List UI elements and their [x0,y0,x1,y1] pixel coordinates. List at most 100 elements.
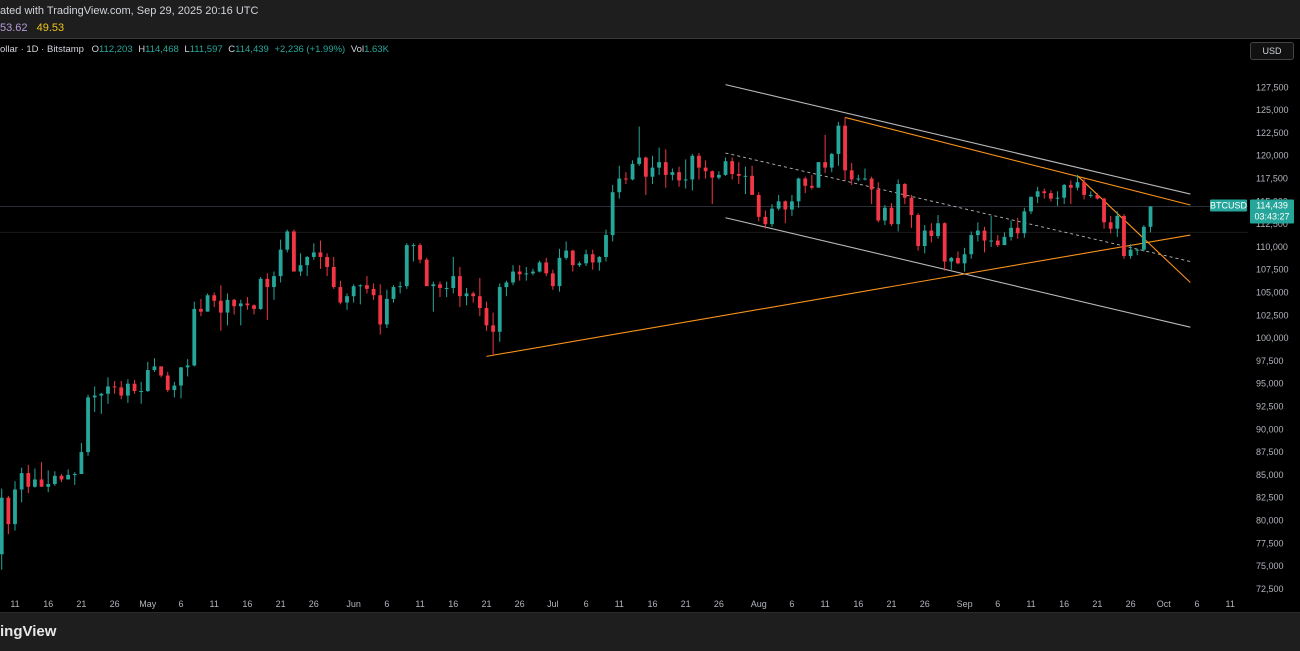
candle-body [331,266,336,288]
candle-body [199,308,203,312]
candle-body [172,385,177,391]
time-tick-label: 6 [384,599,389,609]
price-tick-label: 77,500 [1256,538,1284,548]
symbol-tag [1210,199,1247,212]
candle-body [371,288,376,296]
price-tick-label: 82,500 [1256,493,1284,503]
countdown-label: 03:43:27 [1254,211,1289,221]
candle-body [225,299,230,313]
candle-body [125,383,130,396]
candle-body [1068,184,1073,188]
candle-body [876,189,881,221]
close-value: 114,439 [235,44,269,55]
candle-body [783,201,788,210]
candle-body [1148,206,1153,227]
candle-body [72,473,77,475]
candle-body [790,201,794,210]
candle-body [444,287,449,289]
candle-body [365,285,369,289]
candle-body [922,230,927,247]
time-tick-label: 11 [615,599,624,609]
time-tick-label: 11 [1026,599,1035,609]
candle-body [464,293,469,297]
candle-body [624,178,628,180]
top-bar: ated with TradingView.com, Sep 29, 2025 … [0,0,1300,39]
candle-body [484,308,489,326]
symbol-legend: ollar · 1D · Bitstamp O112,203 H114,468 … [0,44,392,55]
candle-body [889,207,894,225]
candle-body [345,296,349,303]
tradingview-logo: ingView [0,623,57,640]
candle-body [152,366,157,371]
candle-body [351,286,356,297]
price-tick-label: 125,000 [1256,105,1289,115]
candle-body [1082,182,1087,195]
candle-body [1029,196,1033,212]
candle-body [477,296,482,309]
candle-body [6,497,11,525]
trendline-layer [486,84,1191,357]
candle-body [272,276,276,288]
candle-body [584,254,588,264]
symbol-name[interactable]: ollar · 1D · Bitstamp [0,44,84,55]
candle-body [384,298,389,325]
price-tick-label: 122,500 [1256,128,1289,138]
candle-body [252,305,256,309]
price-chart[interactable]: 72,500 75,000 77,500 80,000 82,500 85,000 87,5… [0,60,1300,612]
candle-body [524,273,529,275]
candle-body [531,271,535,274]
currency-button[interactable]: USD [1250,42,1294,60]
price-tick-label: 80,000 [1256,515,1284,525]
price-tick-label: 105,000 [1256,288,1289,298]
time-tick-label: Jul [547,599,559,609]
time-tick-label: 26 [714,599,724,609]
candle-body [159,366,163,376]
open-label: O [91,44,99,55]
candle-body [670,172,675,175]
time-tick-label: 21 [276,599,286,609]
candle-body [710,171,715,178]
time-tick-label: 21 [1092,599,1102,609]
price-tick-label: 95,000 [1256,379,1284,389]
time-tick-label: Aug [751,599,767,609]
candle-body [471,293,476,297]
candle-body [902,184,907,198]
time-tick-label: 16 [853,599,863,609]
price-tick-label: 85,000 [1256,470,1284,480]
candle-body [504,282,509,288]
time-tick-label: 26 [1126,599,1136,609]
candle-body [418,245,422,260]
high-label: H [138,44,146,55]
candle-body [106,386,110,394]
time-tick-label: 6 [789,599,794,609]
candle-body [52,475,57,485]
candle-body [139,391,144,393]
candle-body [564,250,569,258]
candle-body [358,285,363,287]
candle-body [743,175,748,177]
candle-body [33,479,37,487]
candle-body [66,474,71,480]
price-tick-label: 92,500 [1256,402,1284,412]
time-tick-label: 16 [448,599,458,609]
candle-body [99,393,104,396]
candle-body [26,473,31,487]
candle-body [849,170,854,180]
candle-body [975,230,980,236]
time-tick-label: 11 [10,599,19,609]
candle-body [989,240,994,242]
candle-body [1115,215,1120,229]
short-downtrend-line [1077,175,1191,283]
price-tick-label: 117,500 [1256,174,1288,184]
candle-body [378,295,383,325]
price-axis: 72,500 75,000 77,500 80,000 82,500 85,000 87,5… [1256,82,1289,594]
oscillator-value-2: 49.53 [36,22,65,34]
candle-body [1049,193,1053,199]
candle-body [836,125,841,154]
candle-body [212,295,217,301]
open-value: 112,203 [98,44,133,55]
price-tick-label: 102,500 [1256,310,1289,320]
candle-body [0,497,4,555]
candle-body [882,207,887,221]
candle-body [404,245,409,287]
